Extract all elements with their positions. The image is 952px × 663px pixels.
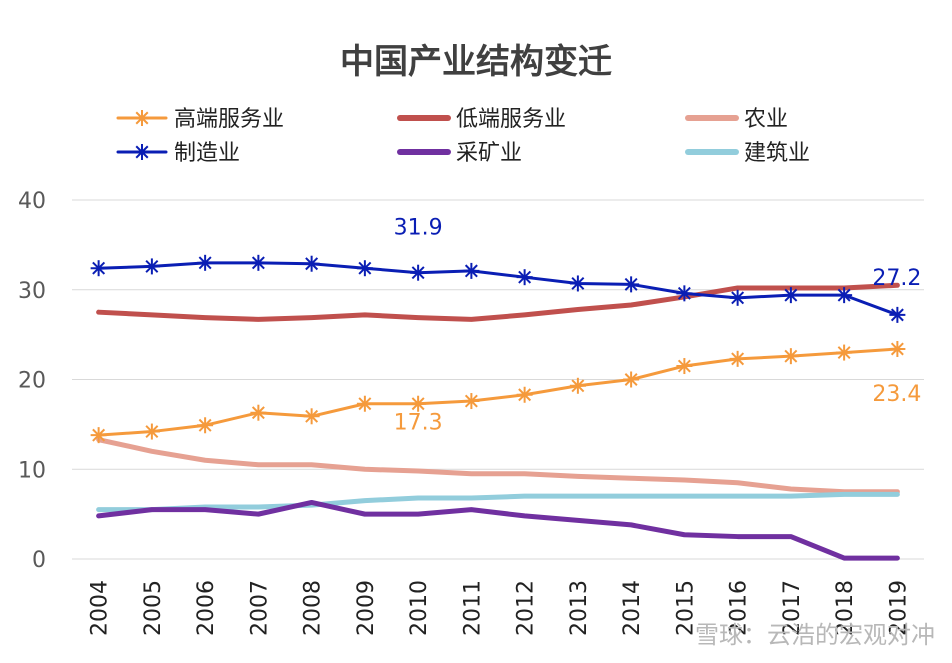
series-6 [96, 491, 900, 513]
series-line [96, 282, 900, 322]
data-point [836, 287, 853, 304]
data-point [623, 276, 640, 293]
data-point [463, 262, 480, 279]
x-tick-label: 2010 [407, 580, 432, 636]
data-point [516, 386, 533, 403]
legend-marker [134, 110, 150, 126]
series-line [96, 499, 900, 561]
series-line [97, 261, 899, 317]
data-point [782, 348, 799, 365]
data-point [782, 287, 799, 304]
data-point [250, 404, 267, 421]
x-tick-label: 2017 [780, 580, 805, 636]
legend-label: 建筑业 [744, 141, 810, 166]
data-label: 23.4 [872, 382, 921, 407]
series-line [96, 491, 900, 513]
x-tick-label: 2013 [567, 580, 592, 636]
data-point [197, 417, 214, 434]
series-1 [90, 340, 906, 444]
x-tick-label: 2012 [514, 580, 539, 636]
legend-item: 采矿业 [397, 141, 522, 166]
data-point [356, 395, 373, 412]
data-point [410, 395, 427, 412]
y-axis-ticks: 0 10 20 30 40 [18, 189, 46, 573]
data-point [676, 358, 693, 375]
data-point [729, 289, 746, 306]
data-point [143, 258, 160, 275]
data-point [250, 254, 267, 271]
data-point [410, 264, 427, 281]
data-label: 17.3 [394, 411, 443, 436]
series-2 [96, 282, 900, 322]
gridlines [72, 199, 924, 560]
x-tick-label: 2016 [727, 580, 752, 636]
x-tick-label: 2018 [833, 580, 858, 636]
legend-item: 农业 [685, 107, 788, 132]
x-tick-label: 2011 [460, 580, 485, 636]
data-point [463, 393, 480, 410]
data-point [623, 371, 640, 388]
legend-item: 高端服务业 [116, 107, 284, 132]
data-point [90, 260, 107, 277]
data-point [303, 408, 320, 425]
y-tick-label: 40 [18, 189, 46, 214]
data-point [676, 285, 693, 302]
x-tick-label: 2006 [194, 580, 219, 636]
data-point [569, 377, 586, 394]
x-tick-label: 2015 [673, 580, 698, 636]
x-tick-label: 2019 [886, 580, 911, 636]
x-tick-label: 2004 [88, 580, 113, 636]
y-tick-label: 0 [32, 548, 46, 573]
y-tick-label: 30 [18, 279, 46, 304]
series-5 [96, 499, 900, 561]
data-point [143, 423, 160, 440]
legend-item: 低端服务业 [397, 107, 566, 132]
x-tick-label: 2007 [247, 580, 272, 636]
series-3 [96, 437, 900, 495]
series-layer [90, 254, 906, 561]
data-point [729, 350, 746, 367]
legend-label: 高端服务业 [174, 107, 284, 132]
data-point [836, 344, 853, 361]
legend-label: 制造业 [174, 141, 240, 166]
watermark: 雪球：云浩的宏观对冲 [695, 621, 935, 649]
data-point [516, 269, 533, 286]
chart-title: 中国产业结构变迁 [340, 42, 612, 82]
y-tick-label: 10 [18, 458, 46, 483]
data-point [569, 275, 586, 292]
y-tick-label: 20 [18, 369, 46, 394]
data-label: 27.2 [872, 266, 921, 291]
data-point [303, 255, 320, 272]
series-4 [90, 254, 906, 323]
legend-label: 低端服务业 [456, 107, 566, 132]
x-tick-label: 2014 [620, 580, 645, 636]
legend-item: 制造业 [116, 141, 240, 166]
series-line [96, 437, 900, 495]
data-point [90, 427, 107, 444]
series-line [97, 347, 899, 437]
data-point [889, 306, 906, 323]
legend-label: 农业 [744, 107, 788, 132]
data-point [889, 340, 906, 357]
legend-item: 建筑业 [685, 141, 810, 166]
x-tick-label: 2005 [141, 580, 166, 636]
data-label: 31.9 [394, 216, 443, 241]
data-point [356, 260, 373, 277]
legend-label: 采矿业 [456, 141, 522, 166]
legend-marker [134, 144, 150, 160]
x-tick-label: 2009 [354, 580, 379, 636]
x-axis-ticks: 2004 2005 2006 2007 2008 2009 2010 2011 2012 2013… [88, 580, 912, 636]
data-point [197, 254, 214, 271]
annotations: 31.9 27.2 17.3 23.4 [394, 216, 922, 436]
x-tick-label: 2008 [301, 580, 326, 636]
